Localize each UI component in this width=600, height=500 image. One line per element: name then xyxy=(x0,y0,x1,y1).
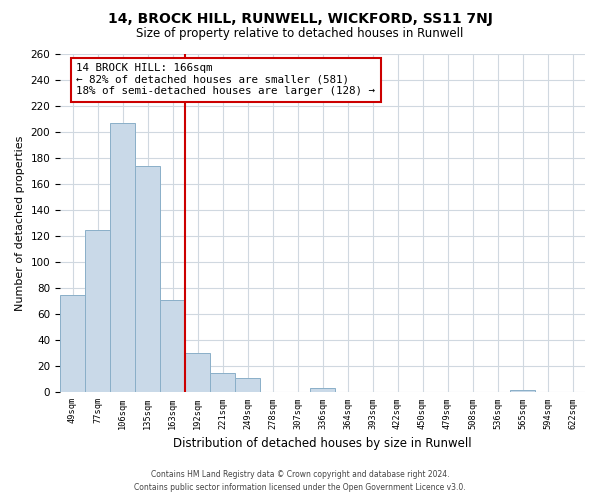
Y-axis label: Number of detached properties: Number of detached properties xyxy=(15,136,25,311)
Bar xyxy=(310,388,335,392)
Bar xyxy=(135,166,160,392)
Bar xyxy=(160,300,185,392)
X-axis label: Distribution of detached houses by size in Runwell: Distribution of detached houses by size … xyxy=(173,437,472,450)
Text: Contains HM Land Registry data © Crown copyright and database right 2024.
Contai: Contains HM Land Registry data © Crown c… xyxy=(134,470,466,492)
Bar xyxy=(85,230,110,392)
Bar xyxy=(110,123,135,392)
Bar xyxy=(235,378,260,392)
Text: 14, BROCK HILL, RUNWELL, WICKFORD, SS11 7NJ: 14, BROCK HILL, RUNWELL, WICKFORD, SS11 … xyxy=(107,12,493,26)
Bar xyxy=(510,390,535,392)
Text: Size of property relative to detached houses in Runwell: Size of property relative to detached ho… xyxy=(136,28,464,40)
Text: 14 BROCK HILL: 166sqm
← 82% of detached houses are smaller (581)
18% of semi-det: 14 BROCK HILL: 166sqm ← 82% of detached … xyxy=(76,63,375,96)
Bar xyxy=(60,294,85,392)
Bar xyxy=(210,373,235,392)
Bar xyxy=(185,354,210,393)
